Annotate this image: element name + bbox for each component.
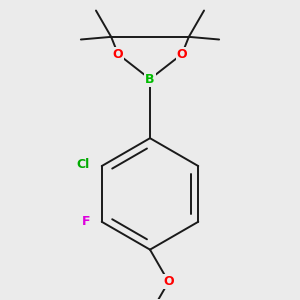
Text: Cl: Cl bbox=[77, 158, 90, 171]
Text: O: O bbox=[177, 48, 187, 61]
Text: O: O bbox=[113, 48, 123, 61]
Text: F: F bbox=[81, 215, 90, 228]
Text: O: O bbox=[163, 275, 174, 288]
Text: B: B bbox=[145, 73, 155, 85]
